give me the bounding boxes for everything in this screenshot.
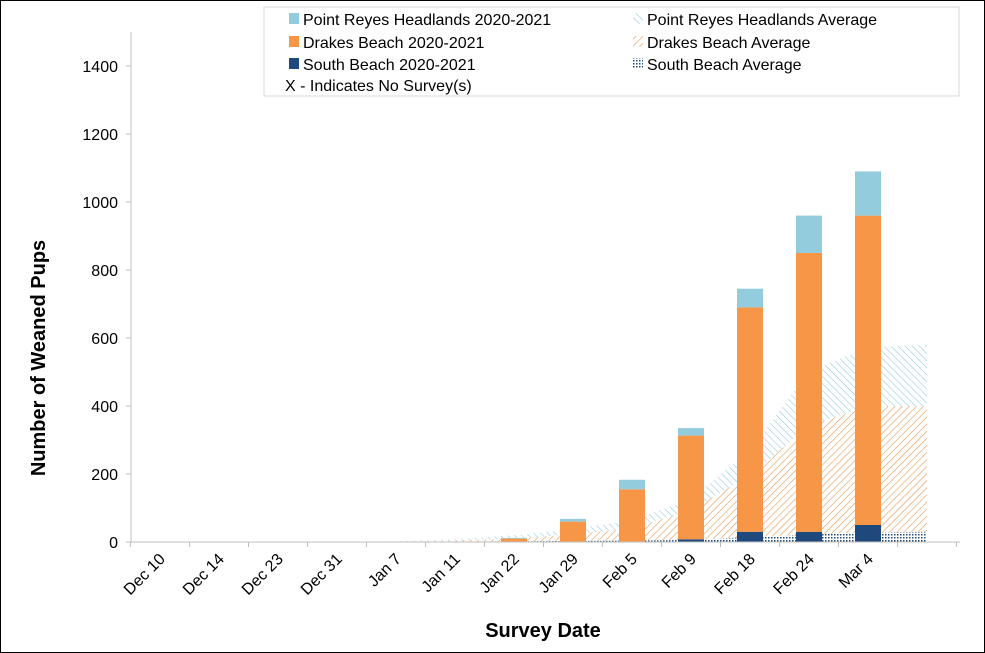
x-tick-label: Jan 29 <box>536 551 582 597</box>
legend-label: South Beach 2020-2021 <box>303 57 476 74</box>
x-tick-label: Feb 24 <box>771 551 818 598</box>
legend-label: Drakes Beach 2020-2021 <box>303 35 485 52</box>
legend: Point Reyes Headlands 2020-2021 Point Rey… <box>263 6 960 97</box>
bar-drakes-jan-29 <box>560 521 586 542</box>
y-tick-label: 400 <box>91 399 118 416</box>
x-tick-label: Feb 5 <box>600 551 641 592</box>
x-tick-label: Dec 10 <box>121 551 169 599</box>
bar-drakes-mar-4 <box>855 215 881 525</box>
x-tick-label: Feb 9 <box>659 551 700 592</box>
legend-label: Point Reyes Headlands 2020-2021 <box>303 12 551 29</box>
x-tick-label: Mar 4 <box>836 551 877 592</box>
bar-drakes-feb-24 <box>796 253 822 532</box>
x-axis-title: Survey Date <box>485 620 601 642</box>
bar-south-feb-18 <box>737 531 763 542</box>
x-tick-label: Dec 14 <box>180 551 228 599</box>
y-tick-label: 0 <box>109 535 118 552</box>
bar-point-feb-18 <box>737 288 763 308</box>
bar-drakes-feb-9 <box>678 435 704 540</box>
y-axis-title: Number of Weaned Pups <box>28 240 50 476</box>
x-tick-label: Jan 7 <box>365 551 405 591</box>
legend-label: Point Reyes Headlands Average <box>647 12 877 29</box>
y-tick-label: 1400 <box>82 59 118 76</box>
x-tick-label: Jan 22 <box>477 551 523 597</box>
bar-drakes-feb-5 <box>619 489 645 542</box>
legend-label: South Beach Average <box>647 57 802 74</box>
x-tick-label: Jan 11 <box>419 551 464 596</box>
bar-point-mar-4 <box>855 171 881 216</box>
bar-point-jan-29 <box>560 518 586 522</box>
legend-swatch <box>633 36 643 47</box>
bar-point-feb-5 <box>619 479 645 490</box>
legend-swatch <box>289 36 299 47</box>
average-area-south-beach-average <box>160 531 927 542</box>
x-tick-label: Dec 23 <box>239 551 287 599</box>
y-tick-label: 1200 <box>82 127 118 144</box>
average-areas <box>160 344 927 542</box>
bar-drakes-jan-22 <box>501 538 527 542</box>
average-area-point-reyes-headlands-average <box>160 344 927 542</box>
average-area-drakes-beach-average <box>160 406 927 542</box>
legend-swatch <box>633 58 643 69</box>
y-tick-label: 800 <box>91 263 118 280</box>
legend-swatch <box>289 58 299 69</box>
legend-note: X - Indicates No Survey(s) <box>285 78 472 95</box>
y-tick-label: 600 <box>91 331 118 348</box>
bar-point-feb-9 <box>678 428 704 436</box>
y-tick-label: 1000 <box>82 195 118 212</box>
legend-swatch <box>289 13 299 24</box>
legend-box <box>263 6 960 97</box>
legend-label: Drakes Beach Average <box>647 35 810 52</box>
x-tick-label: Dec 31 <box>298 551 346 599</box>
legend-swatch <box>633 13 643 24</box>
bar-south-mar-4 <box>855 525 881 542</box>
bar-south-feb-24 <box>796 531 822 542</box>
bar-south-feb-9 <box>678 539 704 542</box>
x-tick-label: Feb 18 <box>712 551 759 598</box>
bars <box>501 171 881 542</box>
bar-point-jan-22 <box>501 537 527 539</box>
y-tick-label: 200 <box>91 467 118 484</box>
bar-drakes-feb-18 <box>737 307 763 532</box>
bar-point-feb-24 <box>796 215 822 253</box>
